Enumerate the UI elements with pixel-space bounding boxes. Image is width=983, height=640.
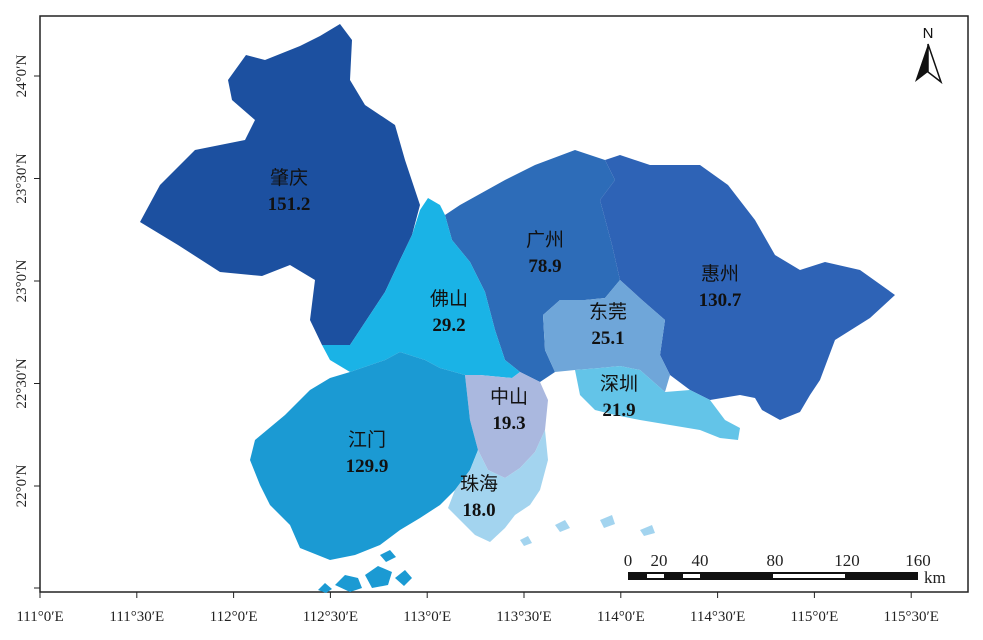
region-value-guangzhou: 78.9	[528, 256, 561, 277]
region-name-jiangmen: 江门	[348, 429, 386, 451]
region-dongguan	[543, 280, 670, 392]
region-guangzhou	[445, 150, 620, 382]
region-name-huizhou: 惠州	[701, 263, 739, 285]
scale-tick-label: 160	[905, 551, 931, 570]
region-value-shenzhen: 21.9	[602, 400, 635, 421]
region-zhuhai	[448, 430, 548, 542]
north-arrow: N	[915, 25, 943, 85]
x-tick-label: 114°0′E	[597, 609, 645, 625]
x-tick-label: 114°30′E	[690, 609, 745, 625]
y-tick-label: 23°30′N	[14, 153, 30, 203]
y-tick-label: 23°0′N	[14, 260, 30, 303]
x-tick-label: 115°0′E	[790, 609, 838, 625]
scale-tick-label: 120	[834, 551, 860, 570]
x-tick-label: 115°30′E	[884, 609, 939, 625]
region-name-guangzhou: 广州	[526, 229, 564, 251]
islands	[318, 550, 412, 593]
islands-east	[520, 515, 655, 546]
region-zhaoqing	[140, 24, 420, 345]
x-tick-label: 111°30′E	[109, 609, 164, 625]
x-tick-label: 113°30′E	[496, 609, 551, 625]
region-name-zhaoqing: 肇庆	[270, 167, 308, 189]
north-label: N	[923, 25, 934, 42]
region-name-zhuhai: 珠海	[460, 473, 498, 495]
north-arrow-icon	[915, 44, 928, 82]
region-value-foshan: 29.2	[432, 315, 465, 336]
scale-tick-label: 40	[692, 551, 709, 570]
region-zhongshan	[465, 372, 548, 478]
region-value-dongguan: 25.1	[591, 328, 624, 349]
x-tick-label: 112°0′E	[210, 609, 258, 625]
north-arrow-outline	[927, 43, 943, 85]
y-tick-label: 22°0′N	[14, 465, 30, 508]
region-name-zhongshan: 中山	[490, 386, 528, 408]
region-name-foshan: 佛山	[430, 288, 468, 310]
region-shenzhen	[575, 366, 740, 440]
region-value-jiangmen: 129.9	[346, 456, 389, 477]
scale-tick-label: 0	[624, 551, 633, 570]
region-jiangmen	[250, 352, 478, 560]
region-name-shenzhen: 深圳	[600, 373, 638, 395]
region-value-zhaoqing: 151.2	[268, 194, 311, 215]
y-tick-label: 24°0′N	[14, 55, 30, 98]
x-tick-label: 112°30′E	[303, 609, 358, 625]
region-huizhou	[600, 155, 895, 420]
region-value-zhuhai: 18.0	[462, 500, 495, 521]
scale-tick-label: 20	[651, 551, 668, 570]
y-axis: 24°0′N 23°30′N 23°0′N 22°30′N 22°0′N	[14, 55, 40, 589]
region-labels: 肇庆 151.2 广州 78.9 惠州 130.7 佛山 29.2 东莞 25.1 深圳 21.9 中山…	[268, 167, 742, 521]
x-tick-label: 111°0′E	[16, 609, 63, 625]
x-tick-label: 113°0′E	[403, 609, 451, 625]
scale-tick-label: 80	[767, 551, 784, 570]
region-value-huizhou: 130.7	[699, 290, 742, 311]
region-foshan	[322, 198, 520, 378]
region-name-dongguan: 东莞	[589, 301, 627, 323]
scale-unit: km	[924, 568, 946, 587]
x-axis: 111°0′E 111°30′E 112°0′E 112°30′E 113°0′E 113…	[16, 592, 939, 625]
y-tick-label: 22°30′N	[14, 358, 30, 408]
region-value-zhongshan: 19.3	[492, 413, 525, 434]
